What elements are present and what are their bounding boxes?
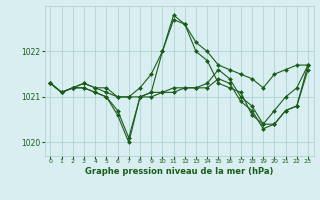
- X-axis label: Graphe pression niveau de la mer (hPa): Graphe pression niveau de la mer (hPa): [85, 167, 273, 176]
